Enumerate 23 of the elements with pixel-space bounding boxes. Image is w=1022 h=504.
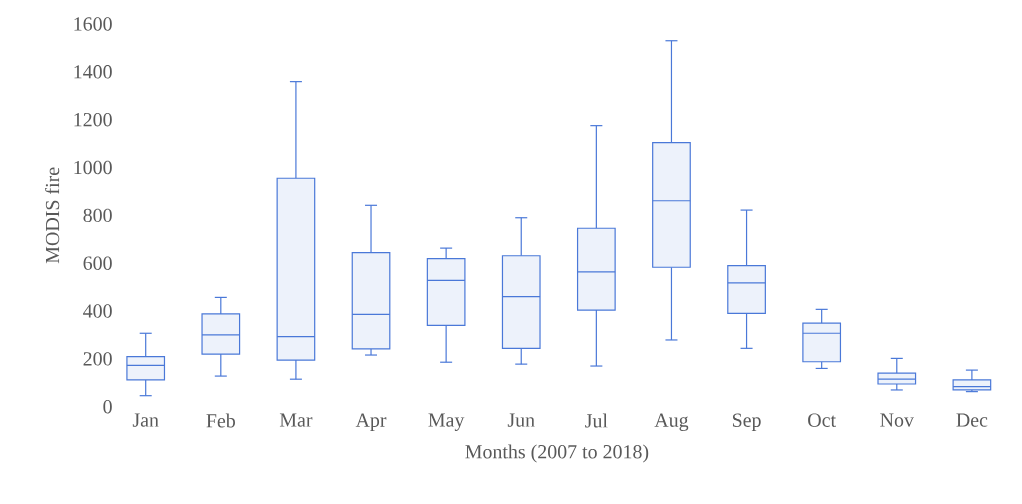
x-tick-label: May — [428, 413, 465, 431]
x-tick-label: Jun — [507, 413, 535, 427]
y-tick-label: 600 — [83, 256, 112, 270]
y-tick-label: 1200 — [74, 112, 112, 127]
x-tick-label: Apr — [355, 413, 387, 431]
y-tick-label: 1400 — [74, 65, 112, 79]
x-tick-label: Jul — [585, 413, 608, 428]
x-tick-label: Sep — [732, 413, 761, 431]
y-tick-label: 800 — [83, 208, 112, 223]
x-tick-label: Aug — [654, 413, 689, 431]
x-tick-label: Jan — [132, 413, 159, 427]
y-tick-label: 400 — [83, 304, 112, 318]
x-tick-label: Nov — [880, 413, 914, 427]
x-tick-label: Dec — [956, 413, 988, 427]
x-axis-title: Months (2007 to 2018) — [465, 444, 649, 463]
x-tick-label: Feb — [206, 413, 235, 428]
x-tick-label: Mar — [279, 413, 313, 427]
x-tick-label: Oct — [808, 413, 836, 427]
y-axis-title: MODIS fire — [45, 167, 60, 264]
y-tick-label: 200 — [83, 352, 112, 366]
y-tick-label: 1600 — [74, 17, 112, 31]
y-tick-label: 0 — [103, 399, 112, 414]
y-tick-label: 1000 — [74, 160, 112, 175]
